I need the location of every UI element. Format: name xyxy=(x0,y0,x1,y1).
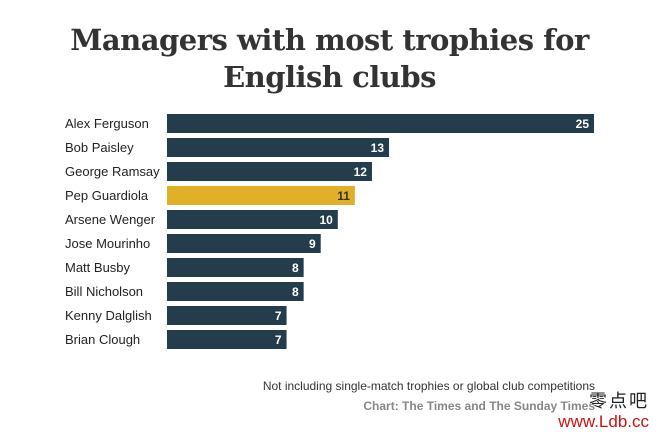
bar-bob-paisley xyxy=(167,138,390,157)
category-label-alex-ferguson: Alex Ferguson xyxy=(65,116,149,131)
watermark: 零点吧 www.Ldb.cc xyxy=(558,391,649,431)
title-line-2: English clubs xyxy=(223,60,436,94)
chart-note: Not including single-match trophies or g… xyxy=(262,379,595,393)
value-label-matt-busby: 8 xyxy=(292,261,299,275)
value-label-bob-paisley: 13 xyxy=(371,141,385,155)
category-label-arsene-wenger: Arsene Wenger xyxy=(65,212,156,227)
title-line-1: Managers with most trophies for xyxy=(70,23,589,57)
watermark-text: 零点吧 xyxy=(589,391,649,412)
bar-brian-clough xyxy=(167,330,287,349)
bar-pep-guardiola xyxy=(167,186,355,205)
category-label-kenny-dalglish: Kenny Dalglish xyxy=(65,308,152,323)
bar-jose-mourinho xyxy=(167,234,321,253)
chart-title: Managers with most trophies for English … xyxy=(0,22,659,96)
value-label-pep-guardiola: 11 xyxy=(337,189,350,203)
value-label-george-ramsay: 12 xyxy=(354,165,368,179)
watermark-url: www.Ldb.cc xyxy=(558,412,649,431)
category-label-matt-busby: Matt Busby xyxy=(65,260,131,275)
bar-bill-nicholson xyxy=(167,282,304,301)
bar-kenny-dalglish xyxy=(167,306,287,325)
value-label-bill-nicholson: 8 xyxy=(292,285,299,299)
chart-source: Chart: The Times and The Sunday Times xyxy=(363,399,595,413)
bar-george-ramsay xyxy=(167,162,372,181)
value-label-kenny-dalglish: 7 xyxy=(275,309,282,323)
bar-alex-ferguson xyxy=(167,114,594,133)
bar-matt-busby xyxy=(167,258,304,277)
bar-arsene-wenger xyxy=(167,210,338,229)
category-label-bob-paisley: Bob Paisley xyxy=(65,140,134,155)
category-label-brian-clough: Brian Clough xyxy=(65,332,140,347)
value-label-jose-mourinho: 9 xyxy=(309,237,316,251)
category-label-jose-mourinho: Jose Mourinho xyxy=(65,236,150,251)
value-label-brian-clough: 7 xyxy=(275,333,282,347)
category-label-george-ramsay: George Ramsay xyxy=(65,164,160,179)
category-label-bill-nicholson: Bill Nicholson xyxy=(65,284,143,299)
category-label-pep-guardiola: Pep Guardiola xyxy=(65,188,149,203)
value-label-alex-ferguson: 25 xyxy=(576,117,590,131)
value-label-arsene-wenger: 10 xyxy=(319,213,333,227)
